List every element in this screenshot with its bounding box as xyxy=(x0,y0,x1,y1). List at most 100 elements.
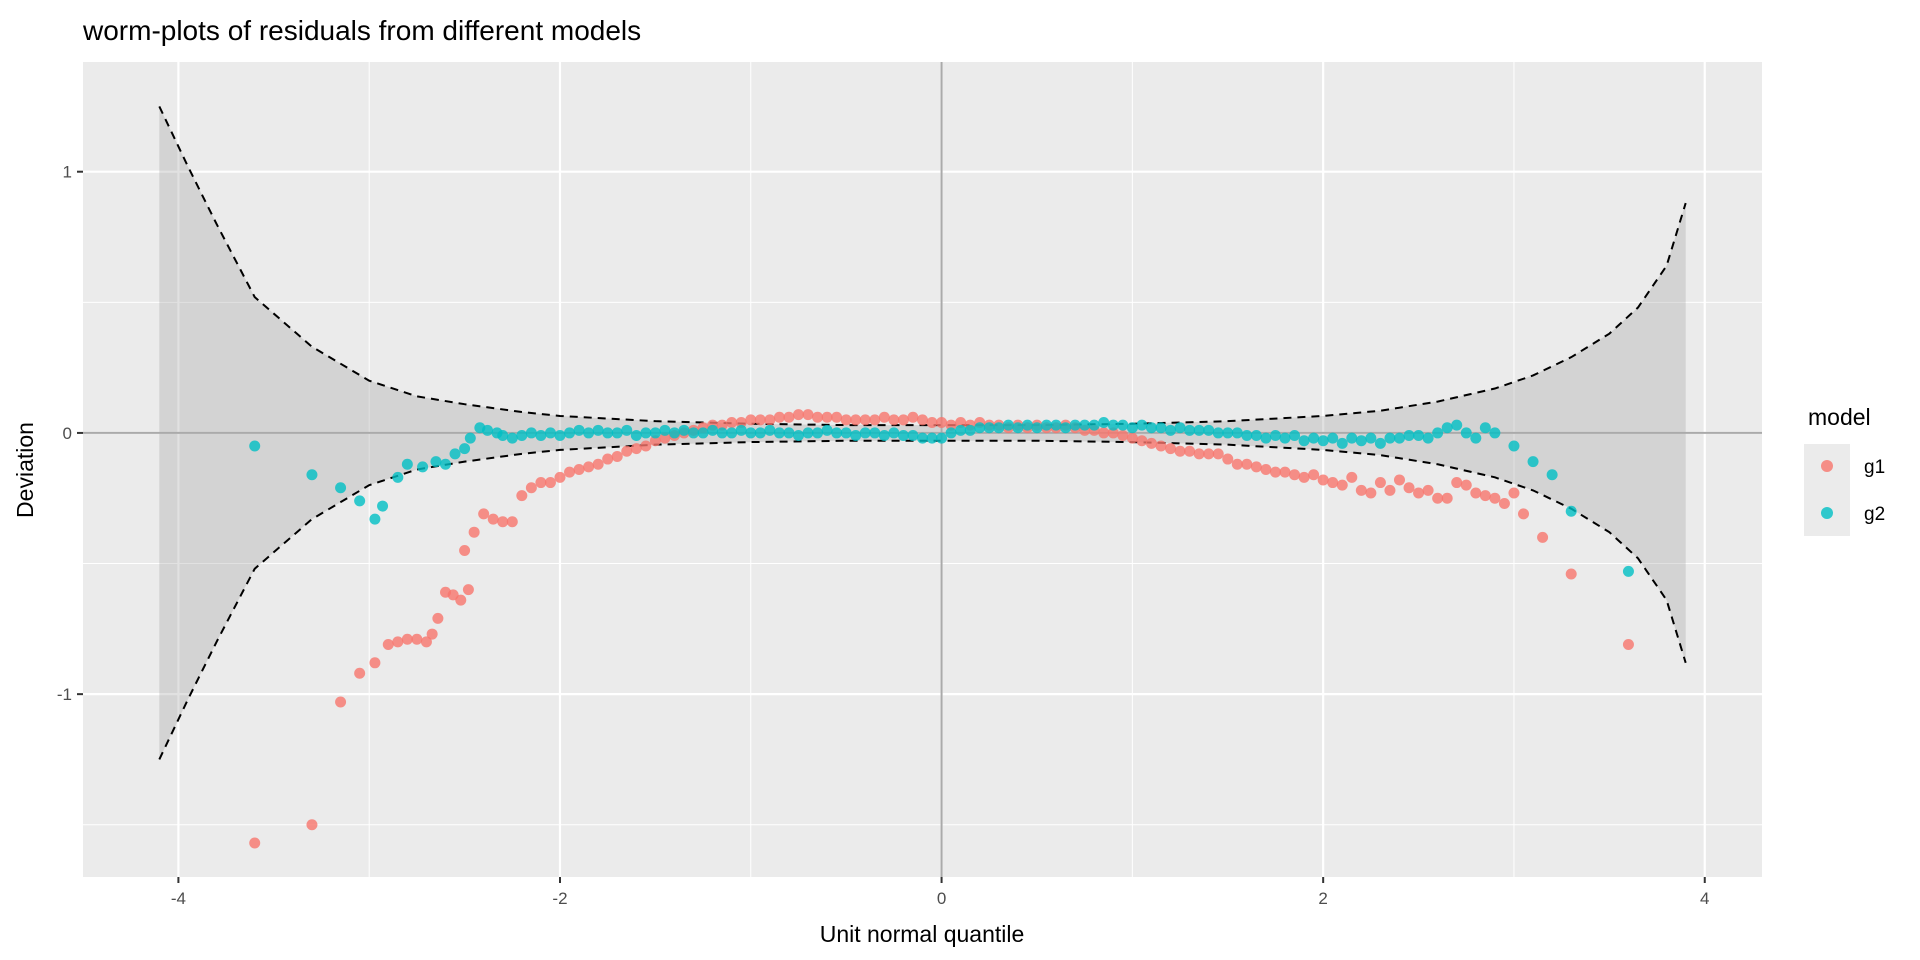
point-g2 xyxy=(1165,424,1177,436)
point-g2 xyxy=(1489,427,1501,439)
point-g2 xyxy=(1136,419,1148,431)
point-g1 xyxy=(888,414,900,426)
point-g1 xyxy=(525,482,537,494)
point-g2 xyxy=(688,427,700,439)
point-g2 xyxy=(1451,419,1463,431)
point-g2 xyxy=(1622,565,1634,577)
point-g2 xyxy=(440,458,452,470)
point-g1 xyxy=(306,819,318,831)
point-g2 xyxy=(821,424,833,436)
point-g2 xyxy=(726,427,738,439)
point-g2 xyxy=(649,427,661,439)
point-g2 xyxy=(1145,422,1157,434)
legend-key-background xyxy=(1804,444,1850,536)
point-g2 xyxy=(1050,419,1062,431)
point-g1 xyxy=(487,513,499,525)
point-g1 xyxy=(859,414,871,426)
point-g2 xyxy=(964,424,976,436)
point-g1 xyxy=(1117,430,1129,442)
point-g1 xyxy=(1184,445,1196,457)
point-g2 xyxy=(1021,419,1033,431)
point-g1 xyxy=(1413,487,1425,499)
point-g1 xyxy=(1565,568,1577,580)
point-g1 xyxy=(1241,458,1253,470)
point-g2 xyxy=(459,443,471,455)
point-g2 xyxy=(840,427,852,439)
point-g2 xyxy=(1393,432,1405,444)
point-g2 xyxy=(1355,435,1367,447)
point-g1 xyxy=(411,633,423,645)
point-g2 xyxy=(621,424,633,436)
point-g2 xyxy=(668,427,680,439)
point-g1 xyxy=(1145,437,1157,449)
point-g2 xyxy=(754,427,766,439)
point-g1 xyxy=(821,411,833,423)
point-g2 xyxy=(936,432,948,444)
point-g1 xyxy=(1155,440,1167,452)
point-g2 xyxy=(1193,424,1205,436)
point-g2 xyxy=(1317,435,1329,447)
axes: -4 -2 0 2 4 -1 0 1 xyxy=(57,163,1710,908)
point-g1 xyxy=(926,416,938,428)
point-g2 xyxy=(773,427,785,439)
point-g1 xyxy=(897,414,909,426)
point-g2 xyxy=(745,427,757,439)
point-g1 xyxy=(1393,474,1405,486)
point-g1 xyxy=(1250,461,1262,473)
point-g1 xyxy=(420,636,432,648)
point-g1 xyxy=(735,416,747,428)
point-g2 xyxy=(716,427,728,439)
band-upper-dashed-line xyxy=(158,105,1687,427)
point-g2 xyxy=(306,469,318,481)
point-g2 xyxy=(802,427,814,439)
point-g1 xyxy=(1355,484,1367,496)
point-g1 xyxy=(1470,487,1482,499)
point-g1 xyxy=(583,461,595,473)
y-tick-label: 1 xyxy=(63,163,72,182)
point-g2 xyxy=(1031,422,1043,434)
point-g2 xyxy=(678,424,690,436)
point-g2 xyxy=(583,427,595,439)
point-g1 xyxy=(907,411,919,423)
point-g2 xyxy=(1012,422,1024,434)
point-g1 xyxy=(745,414,757,426)
point-g2 xyxy=(907,430,919,442)
point-g1 xyxy=(1298,471,1310,483)
point-g2 xyxy=(1279,432,1291,444)
point-g2 xyxy=(535,430,547,442)
point-g2 xyxy=(481,424,493,436)
point-g1 xyxy=(1260,464,1272,475)
point-g2 xyxy=(1069,419,1081,431)
point-g1 xyxy=(478,508,490,520)
point-g2 xyxy=(888,427,900,439)
point-g2 xyxy=(859,427,871,439)
point-g1 xyxy=(1518,508,1530,520)
point-g2 xyxy=(697,427,709,439)
point-g1 xyxy=(917,414,928,426)
legend-key-g1 xyxy=(1821,460,1833,472)
y-tick-label: 0 xyxy=(63,424,72,443)
point-g1 xyxy=(535,477,547,489)
point-g2 xyxy=(1155,422,1167,434)
point-g1 xyxy=(506,516,518,528)
point-g1 xyxy=(1498,497,1510,509)
point-g2 xyxy=(573,424,585,436)
point-g2 xyxy=(1336,437,1348,449)
point-g2 xyxy=(640,427,652,439)
point-g1 xyxy=(1336,479,1348,491)
point-g1 xyxy=(754,414,766,426)
point-g2 xyxy=(1079,419,1091,431)
point-g2 xyxy=(497,430,509,442)
point-g1 xyxy=(1441,492,1453,504)
point-g2 xyxy=(1060,422,1072,434)
point-g2 xyxy=(525,427,537,439)
point-g2 xyxy=(377,500,389,512)
point-g2 xyxy=(1508,440,1520,452)
point-g2 xyxy=(735,424,747,436)
point-g2 xyxy=(449,448,461,460)
point-g1 xyxy=(945,419,957,431)
point-g2 xyxy=(955,424,967,436)
point-g1 xyxy=(878,411,890,423)
point-g1 xyxy=(602,453,614,465)
point-g2 xyxy=(1546,469,1558,481)
